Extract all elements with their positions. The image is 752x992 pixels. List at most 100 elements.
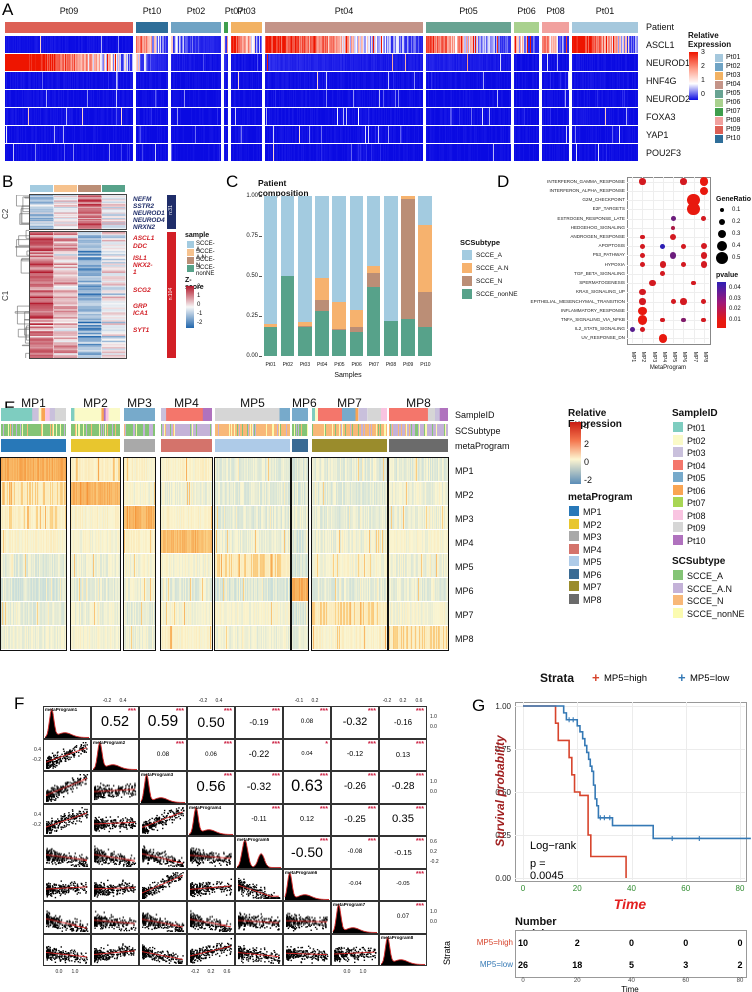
km-grid-h [515, 706, 745, 707]
pairs-significance-stars: *** [223, 708, 232, 715]
e-expression-tick: 4 [584, 421, 590, 431]
bar-segment [280, 276, 295, 356]
pathway-dot [639, 262, 645, 267]
risk-time-label: Time [621, 985, 639, 992]
y-tick-mark [259, 316, 262, 317]
bar-segment [383, 320, 398, 356]
km-x-tick: 20 [572, 884, 582, 893]
pathway-dot [680, 317, 686, 323]
sampleid-strip [1, 408, 66, 421]
metaprogram-strip [389, 439, 448, 452]
bar-segment [315, 311, 329, 356]
patient-legend-swatch [715, 108, 723, 116]
pairs-axis-tick: 1.0 [430, 909, 437, 916]
grid-line-h [627, 227, 709, 229]
patient-legend-swatch [715, 72, 723, 80]
pairs-significance-stars: *** [415, 903, 424, 910]
pairs-cell [379, 836, 427, 869]
gene-label-c1: SYT1 [133, 327, 150, 334]
sampleid-strip [389, 408, 448, 421]
scatter-plot [188, 934, 234, 965]
mp-tick-label: MP1 [630, 351, 637, 363]
mp-block-border [160, 457, 213, 651]
mp-block-border [123, 457, 156, 651]
e-scsubtype-legend-label: SCCE_N [687, 596, 724, 606]
pathway-dot [638, 306, 647, 315]
mp-block-border [291, 457, 309, 651]
scsubtype-legend-title: SCSubtype [460, 238, 501, 247]
generatio-value: 0.3 [732, 231, 741, 237]
scatter-plot [140, 902, 186, 933]
pathway-label: P53_PATHWAY [592, 252, 625, 258]
pathway-dot [658, 334, 668, 343]
pairs-significance-stars: *** [319, 773, 328, 780]
gene-row-label: FOXA3 [646, 112, 676, 122]
gene-row-label: ASCL1 [646, 40, 675, 50]
pairs-diag-label: metaProgram8 [381, 934, 414, 940]
pvalue-tick: 0.04 [729, 285, 741, 291]
logrank-pvalue: p = 0.0045 [530, 858, 564, 882]
metaprogram-legend-swatch [569, 556, 579, 566]
mp-tick-label: MP5 [671, 351, 678, 363]
patient-legend-label: Pt05 [726, 90, 741, 97]
patient-group-label: Pt02 [186, 6, 206, 16]
panel-a-label: A [2, 0, 14, 19]
pairs-cell [187, 771, 235, 804]
cluster-c1-label: C1 [1, 290, 10, 301]
metaprogram-legend-label: MP2 [583, 519, 602, 530]
grid-line-h [627, 200, 709, 201]
panel-b-label: B [2, 172, 14, 191]
e-expression-legend-title: Relative Expression [568, 408, 622, 430]
mp-block-border [70, 457, 121, 651]
pairs-significance-stars: *** [175, 708, 184, 715]
mp-heatmap-block [389, 458, 448, 650]
mp-row-label: MP8 [455, 634, 474, 644]
pathway-dot [680, 262, 686, 267]
km-y-tick: 0.00 [495, 874, 511, 883]
mp-tick-label: MP3 [650, 351, 657, 363]
generatio-dot [717, 229, 727, 239]
pairs-cell [187, 738, 235, 771]
risk-count: 0 [628, 938, 634, 948]
sampleid-strip [71, 408, 120, 421]
density-plot [92, 739, 138, 770]
pathway-dot [670, 299, 676, 304]
patient-legend-label: Pt10 [726, 135, 741, 142]
x-tick-label: Pt05 [334, 362, 345, 368]
pathway-dot [699, 186, 709, 196]
dendrogram-canvas [12, 195, 29, 358]
pairs-correlation-value: -0.32 [246, 780, 272, 793]
pairs-correlation-value: -0.22 [248, 749, 270, 760]
pairs-correlation-value: -0.19 [249, 717, 269, 728]
pairs-correlation-value: 0.08 [156, 750, 170, 758]
generatio-value: 0.4 [732, 243, 741, 249]
risk-strata-label: Strata [442, 941, 452, 966]
scsubtype-legend-label: SCCE_A.N [476, 265, 509, 272]
pathway-dot [700, 261, 708, 268]
e-scsubtype-legend-title: SCSubtype [672, 556, 726, 567]
pairs-axis-tick: -0.2 [382, 698, 392, 704]
sampleid-legend-label: Pt07 [687, 498, 706, 508]
scatter-plot [236, 869, 282, 900]
pairs-significance-stars: *** [271, 805, 280, 813]
pairs-axis-tick: -0.2 [32, 756, 41, 763]
bar-segment [401, 199, 415, 320]
mp-row-label: MP4 [455, 538, 474, 548]
mp-tick-label: MP8 [701, 351, 708, 363]
pairs-axis-tick: 0.0 [430, 724, 437, 731]
e-scsubtype-legend-label: SCCE_A [687, 571, 724, 581]
survival-y-axis-label: Survival probability [493, 735, 507, 847]
pathway-label: ANDROGEN_RESPONSE [570, 233, 625, 239]
bar-segment [401, 319, 415, 356]
pathway-dot [660, 243, 666, 249]
pairs-axis-tick: 1.0 [430, 714, 437, 721]
patient-group-label: Pt09 [59, 6, 79, 16]
density-plot [284, 869, 330, 900]
scsubtype-legend-swatch [462, 250, 472, 260]
scatter-plot [284, 902, 330, 933]
mp-heatmap-block [292, 458, 308, 650]
gene-row-label: NEUROD1 [646, 58, 691, 68]
gene-row-label: YAP1 [646, 130, 669, 140]
pairs-diag-label: metaProgram2 [93, 739, 126, 745]
chart-title: Patient composition [258, 178, 309, 198]
